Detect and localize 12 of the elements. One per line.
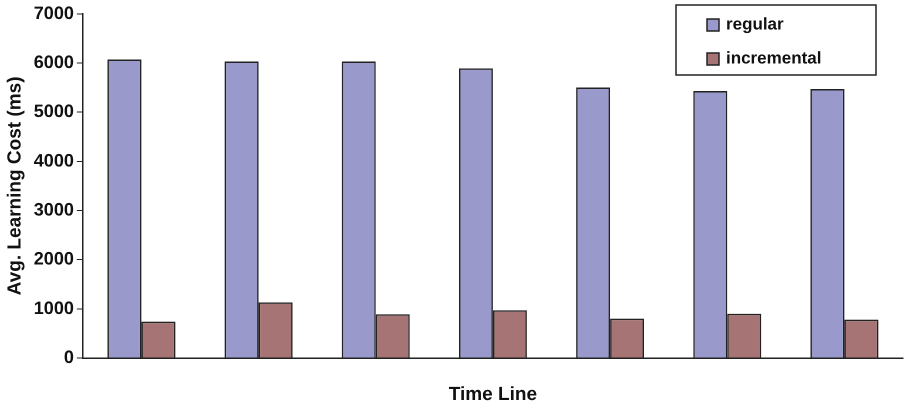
y-tick-label: 6000 (34, 52, 74, 72)
y-axis-title: Avg. Learning Cost (ms) (4, 76, 26, 296)
y-tick-label: 5000 (34, 101, 74, 122)
y-tick-label: 1000 (34, 298, 74, 318)
legend-label: regular (726, 14, 784, 34)
legend-label: incremental (726, 48, 822, 68)
y-tick-label: 0 (64, 346, 74, 367)
x-axis-title: Time Line (448, 384, 538, 405)
y-tick-label: 3000 (34, 199, 74, 220)
y-tick-label: 7000 (34, 2, 74, 23)
y-tick-label: 2000 (34, 248, 74, 269)
y-tick-label: 4000 (34, 150, 74, 170)
